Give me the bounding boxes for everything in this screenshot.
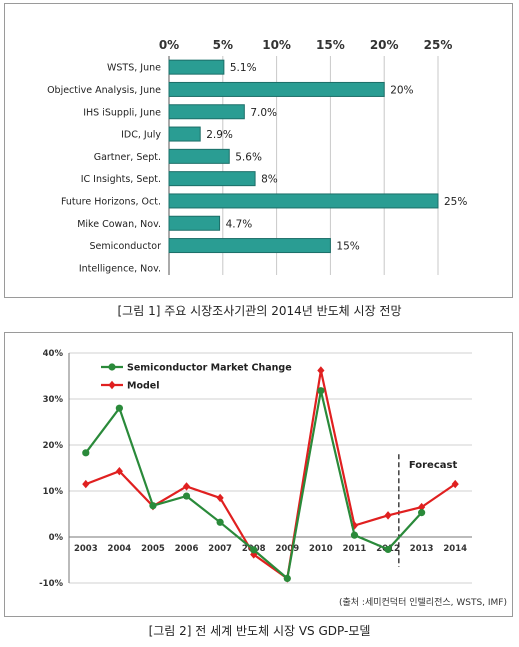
data-label: 20% [390,84,413,96]
data-label: 4.7% [226,218,253,230]
x-tick-label: 2014 [443,544,467,554]
bar [168,59,225,75]
y-tick-label: 30% [43,395,64,405]
data-point [384,511,392,520]
x-tick-label: 2003 [74,544,98,554]
category-label: Future Horizons, Oct. [61,196,161,207]
y-tick-label: -10% [39,579,63,589]
data-point [250,546,258,554]
x-tick-label: 0% [159,38,179,52]
data-label: 7.0% [250,107,277,119]
line-chart-panel: 40% 30% 20% 10% 0% -10% 2003 2004 2005 2006 2007 20… [4,332,513,617]
data-point [115,404,123,412]
category-label: Intelligence, Nov. [79,263,161,274]
legend-swatch-marker [108,363,116,371]
figure-2-caption: [그림 2] 전 세계 반도체 시장 VS GDP-모델 [148,624,371,638]
data-label: 5.6% [235,151,262,163]
category-label: WSTS, June [107,63,161,74]
data-label: 5.1% [230,62,257,74]
x-tick-label: 2004 [108,544,132,554]
y-tick-label: 40% [43,349,64,359]
data-label: 15% [336,241,359,253]
data-point [451,479,459,489]
bar [168,104,245,120]
line-chart: 40% 30% 20% 10% 0% -10% 2003 2004 2005 2006 2007 20… [39,349,472,589]
data-point [216,518,224,526]
y-tick-label: 0% [49,533,64,543]
bar [168,193,439,209]
category-label: IHS iSuppli, June [83,107,161,118]
bar [168,81,385,97]
data-point [216,493,224,503]
x-tick-label: 10% [262,38,291,52]
bar [168,215,221,231]
x-tick-label: 2009 [275,544,299,554]
data-label: 8% [261,174,278,186]
x-tick-label: 2006 [175,544,199,554]
x-tick-label: 5% [213,38,233,52]
data-point [350,531,359,539]
bar [168,238,331,254]
category-label: Mike Cowan, Nov. [77,219,161,230]
data-point [283,574,291,582]
bar [168,126,201,142]
category-label: IC Insights, Sept. [81,174,161,185]
forecast-annotation: Forecast [409,460,458,471]
y-tick-label: 20% [43,441,64,451]
x-tick-label: 2007 [208,544,232,554]
bar [168,148,230,164]
data-point [317,366,325,375]
data-point [82,479,90,489]
x-tick-label: 20% [370,38,399,52]
category-label: IDC, July [121,130,161,141]
data-point [350,521,359,530]
source-note: (출처 :세미컨덕터 인텔리전스, WSTS, IMF) [339,598,507,608]
x-tick-label: 25% [424,38,453,52]
bar-chart-panel: 0% 5% 10% 15% 20% 25% WSTS, June 5.1% Objective … [4,3,513,298]
data-label: 25% [444,196,467,208]
figure-1-caption: [그림 1] 주요 시장조사기관의 2014년 반도체 시장 전망 [117,304,402,318]
data-point [418,502,426,512]
x-tick-label: 2011 [343,544,367,554]
y-tick-label: 10% [43,487,64,497]
series-line [85,370,456,581]
data-point [182,492,191,500]
category-label: Gartner, Sept. [94,152,161,163]
data-point [82,449,90,457]
data-point [418,509,426,517]
x-tick-label: 2005 [141,544,165,554]
category-label: Semiconductor [89,241,161,252]
data-point [182,482,191,491]
data-point [149,502,157,510]
data-point [384,545,392,554]
x-tick-label: 2013 [410,544,434,554]
bar [168,171,256,187]
legend-swatch-marker [108,380,116,390]
x-tick-label: 15% [316,38,345,52]
legend-label: Model [127,381,159,392]
x-tick-label: 2010 [309,544,333,554]
data-label: 2.9% [206,129,233,141]
data-point [317,387,325,395]
bar-chart: 0% 5% 10% 15% 20% 25% WSTS, June 5.1% Objective … [47,38,467,275]
legend-label: Semiconductor Market Change [127,363,292,374]
category-label: Objective Analysis, June [47,85,161,96]
